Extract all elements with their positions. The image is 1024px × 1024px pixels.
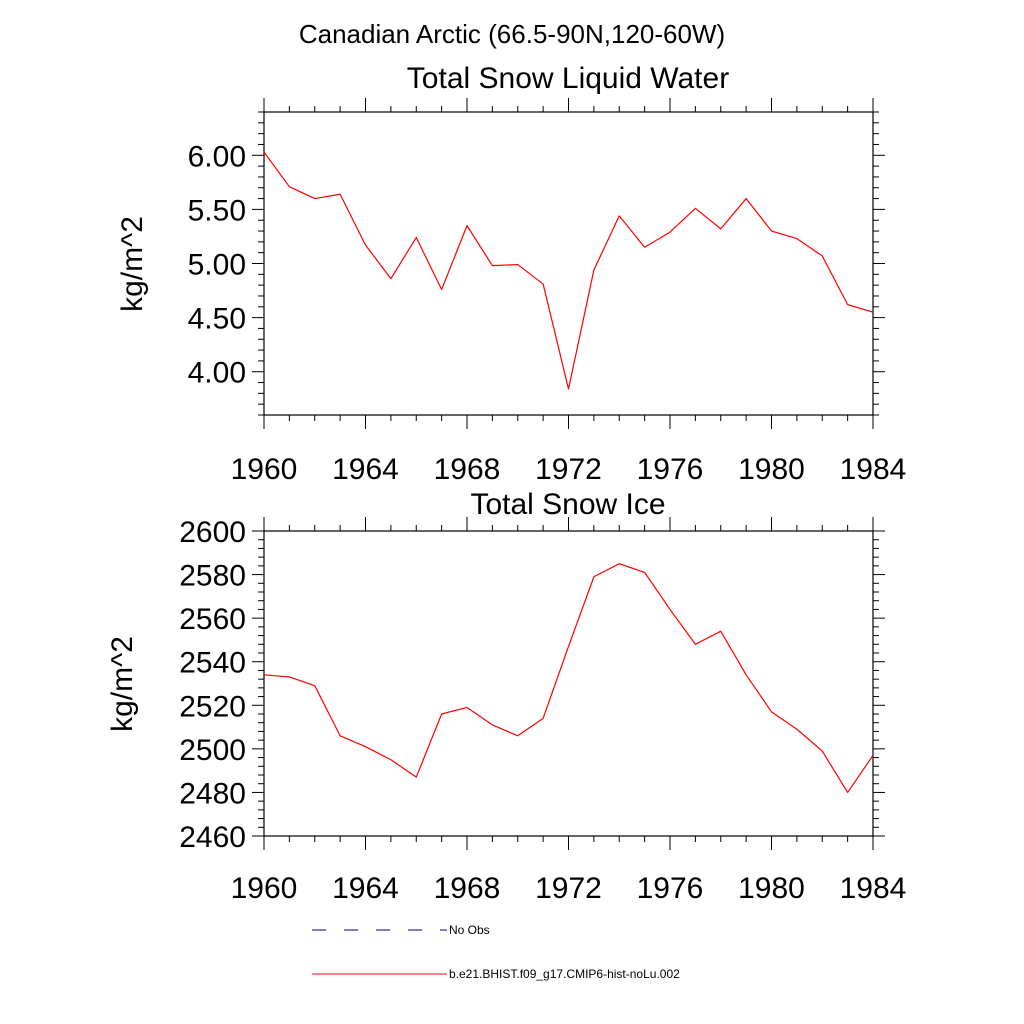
x-tick-label: 1984 [840,872,907,905]
x-tick-label: 1972 [535,872,602,905]
y-tick-label: 2600 [179,516,246,549]
y-tick-label: 2500 [179,734,246,767]
chart-title: Total Snow Ice [470,488,665,521]
y-axis-label: kg/m^2 [106,636,139,732]
chart-panel-snow-ice: Total Snow Ice kg/m^2 1960 1964 1968 1972 19… [106,488,906,905]
axis-ticks [252,517,885,850]
legend-item-model-run: b.e21.BHIST.f09_g17.CMIP6-hist-noLu.002 [312,967,680,981]
x-tick-label: 1976 [637,872,704,905]
plot-frame [263,530,874,837]
y-tick-label: 4.00 [188,357,246,390]
x-tick-label: 1960 [231,872,298,905]
y-tick-label: 2560 [179,603,246,636]
y-tick-label: 2480 [179,777,246,810]
x-tick-label: 1964 [332,872,399,905]
y-tick-labels: 4.00 4.50 5.00 5.50 6.00 [188,140,246,389]
series-group [263,563,874,794]
axis-ticks [252,98,885,429]
x-tick-label: 1980 [738,453,805,486]
legend-item-no-obs: No Obs [312,923,490,937]
y-tick-label: 4.50 [188,303,246,336]
x-tick-label: 1972 [535,453,602,486]
legend-label: b.e21.BHIST.f09_g17.CMIP6-hist-noLu.002 [449,967,680,981]
y-tick-label: 2580 [179,560,246,593]
x-tick-labels: 1960 1964 1968 1972 1976 1980 1984 [231,453,907,486]
x-tick-label: 1964 [332,453,399,486]
chart-panel-snow-liquid-water: Total Snow Liquid Water kg/m^2 1960 1964 1… [116,62,906,486]
y-tick-label: 6.00 [188,140,246,173]
page-title: Canadian Arctic (66.5-90N,120-60W) [299,19,725,49]
legend: No Obs b.e21.BHIST.f09_g17.CMIP6-hist-no… [312,923,680,981]
x-tick-label: 1968 [434,872,501,905]
y-tick-label: 5.00 [188,249,246,282]
x-tick-label: 1976 [637,453,704,486]
plot-frame [263,111,874,416]
series-line [263,151,874,390]
chart-title: Total Snow Liquid Water [407,62,729,95]
y-tick-label: 5.50 [188,194,246,227]
series-group [263,151,874,390]
x-tick-label: 1980 [738,872,805,905]
series-line [263,563,874,794]
x-tick-label: 1960 [231,453,298,486]
x-tick-label: 1968 [434,453,501,486]
x-tick-labels: 1960 1964 1968 1972 1976 1980 1984 [231,872,907,905]
y-tick-label: 2460 [179,821,246,854]
y-tick-label: 2540 [179,647,246,680]
y-tick-labels: 2460 2480 2500 2520 2540 2560 2580 2600 [179,516,246,854]
y-tick-label: 2520 [179,690,246,723]
y-axis-label: kg/m^2 [116,216,149,312]
legend-label: No Obs [449,923,490,937]
x-tick-label: 1984 [840,453,907,486]
